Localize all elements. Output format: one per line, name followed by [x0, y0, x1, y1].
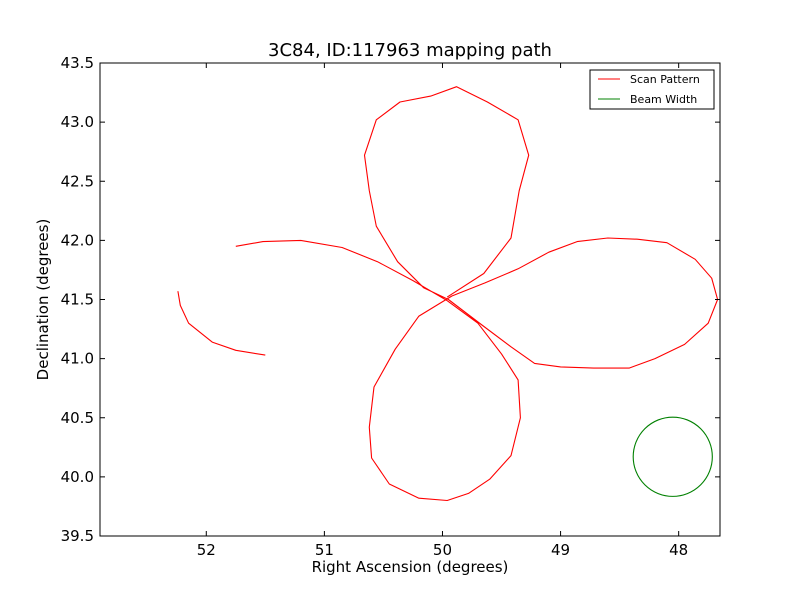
y-tick-label: 43.5	[61, 54, 94, 72]
plot-data-layer	[177, 86, 719, 502]
x-tick-label: 51	[315, 541, 334, 559]
x-tick-label: 50	[433, 541, 452, 559]
x-tick-label: 48	[669, 541, 688, 559]
y-tick-label: 40.5	[61, 409, 94, 427]
legend-box	[589, 69, 715, 110]
y-axis-label: Declination (degrees)	[34, 219, 52, 381]
legend: Scan Pattern Beam Width	[589, 69, 715, 110]
x-tick-label: 52	[197, 541, 216, 559]
y-tick-label: 40.0	[61, 468, 94, 486]
scan-pattern-line-0	[235, 86, 719, 502]
x-tick-label: 49	[551, 541, 570, 559]
axes-layer: 52 51 50 49 48 39.5 40.0 40.5 41.0 41.5 42.0 42.5 43…	[61, 54, 720, 559]
legend-label-scan-pattern: Scan Pattern	[630, 73, 700, 86]
y-tick-label: 41.0	[61, 350, 94, 368]
y-tick-label: 42.5	[61, 172, 94, 190]
y-tick-label: 39.5	[61, 527, 94, 545]
chart-title: 3C84, ID:117963 mapping path	[268, 40, 552, 61]
y-tick-label: 41.5	[61, 291, 94, 309]
y-tick-label: 43.0	[61, 113, 94, 131]
x-axis-label: Right Ascension (degrees)	[312, 558, 509, 576]
scan-pattern-line-1	[177, 291, 266, 356]
beam-width-circle	[632, 416, 713, 497]
y-tick-label: 42.0	[61, 231, 94, 249]
legend-label-beam-width: Beam Width	[630, 93, 697, 106]
